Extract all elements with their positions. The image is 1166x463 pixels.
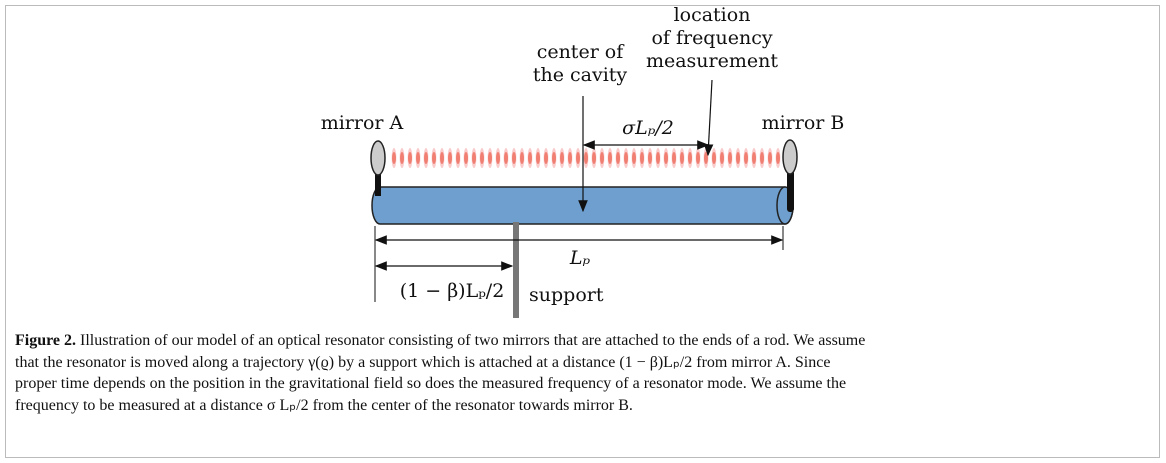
offset-label: (1 − β)Lₚ/2 — [400, 280, 505, 302]
length-label: Lₚ — [569, 247, 591, 269]
location-label: of frequency — [651, 27, 772, 49]
center-label: center of — [537, 41, 626, 63]
caption-line: Figure 2. Illustration of our model of a… — [15, 330, 865, 352]
caption-line: that the resonator is moved along a traj… — [15, 352, 865, 374]
support-post — [513, 222, 519, 318]
diagram: mirror A mirror B center of the cavity l… — [0, 0, 1166, 330]
location-arrow — [708, 80, 712, 155]
center-label: the cavity — [533, 64, 628, 86]
caption-line: proper time depends on the position in t… — [15, 373, 865, 395]
caption-label: Figure 2. — [15, 332, 76, 349]
page: mirror A mirror B center of the cavity l… — [0, 0, 1166, 463]
caption: Figure 2. Illustration of our model of a… — [15, 330, 865, 416]
mirror-b-label: mirror B — [762, 112, 845, 134]
location-label: location — [674, 4, 751, 26]
sigma-label: σLₚ/2 — [622, 117, 674, 139]
mirror-b — [783, 140, 797, 174]
mirror-a-label: mirror A — [321, 112, 404, 134]
caption-text: Illustration of our model of an optical … — [76, 332, 865, 349]
location-label: measurement — [646, 50, 778, 72]
caption-line: frequency to be measured at a distance σ… — [15, 395, 865, 417]
mirror-a — [371, 141, 385, 175]
support-label: support — [529, 284, 604, 306]
laser-beam — [390, 146, 782, 170]
mirror-b-stem — [787, 170, 794, 212]
